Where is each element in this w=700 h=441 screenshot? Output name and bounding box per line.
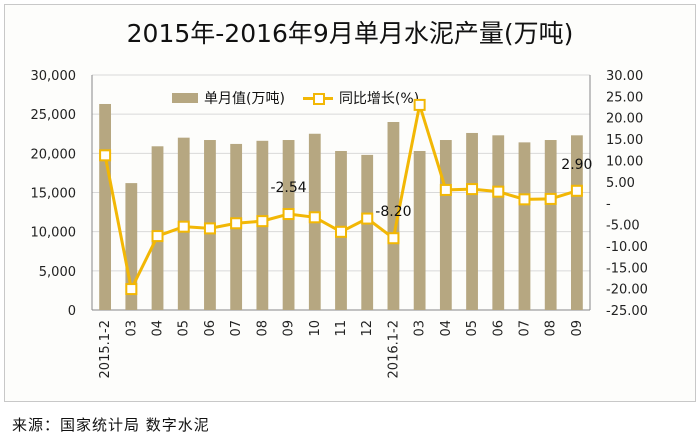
growth-point: [203, 222, 216, 235]
category-label: 08: [544, 320, 559, 337]
category-label: 06: [491, 320, 506, 337]
left-tick-label: 5,000: [39, 265, 76, 280]
legend-bar-swatch: [172, 93, 198, 103]
right-tick-label: 5.00: [606, 176, 635, 191]
growth-point: [518, 193, 531, 206]
right-tick-label: -25.00: [606, 304, 648, 319]
right-tick-label: -20.00: [606, 283, 648, 298]
growth-point: [570, 184, 583, 197]
growth-point: [151, 230, 164, 243]
right-tick-label: 30.00: [606, 69, 643, 84]
data-label: -2.54: [270, 180, 306, 196]
category-label: 05: [465, 320, 480, 337]
growth-point: [177, 220, 190, 233]
category-label: 12: [360, 320, 375, 337]
growth-point: [99, 149, 112, 162]
category-label: 11: [334, 320, 349, 337]
bar: [492, 135, 505, 310]
bar: [413, 150, 426, 310]
category-label: 05: [177, 320, 192, 337]
category-label: 2015.1-2: [98, 320, 113, 378]
bar: [466, 132, 478, 310]
category-label: 09: [282, 320, 297, 337]
growth-point: [413, 98, 426, 111]
growth-point: [256, 215, 269, 228]
bar: [282, 140, 295, 310]
category-label: 06: [203, 320, 218, 337]
category-label: 04: [439, 320, 454, 337]
growth-point: [439, 183, 452, 196]
left-tick-label: 20,000: [31, 147, 77, 162]
growth-point: [492, 185, 505, 198]
right-tick-label: 10.00: [606, 154, 643, 169]
data-label: 2.90: [561, 157, 592, 173]
growth-point: [125, 283, 138, 296]
legend-line-label: 同比增长(%): [338, 91, 420, 107]
bar: [544, 140, 557, 310]
right-tick-label: -15.00: [606, 261, 648, 276]
bar: [151, 146, 164, 310]
bar: [518, 142, 531, 310]
growth-point: [230, 217, 243, 230]
category-label: 07: [517, 320, 532, 337]
data-label: -8.20: [375, 204, 411, 220]
bar: [99, 103, 112, 310]
growth-point: [335, 225, 347, 238]
growth-point: [544, 192, 557, 205]
category-label: 08: [255, 320, 270, 337]
bar: [387, 122, 400, 310]
bar: [439, 140, 452, 310]
legend-line-swatch: [302, 92, 333, 105]
left-tick-label: 15,000: [31, 187, 77, 202]
left-tick-label: 10,000: [31, 226, 77, 241]
right-tick-label: 15.00: [606, 133, 643, 148]
growth-point: [282, 208, 295, 221]
category-label: 03: [413, 320, 428, 337]
left-tick-label: 0: [68, 304, 76, 319]
category-label: 04: [151, 320, 166, 337]
bar: [125, 183, 138, 310]
chart-title: 2015年-2016年9月单月水泥产量(万吨): [126, 19, 574, 48]
bar: [361, 154, 374, 310]
right-tick-label: 20.00: [606, 112, 643, 127]
growth-point: [387, 232, 400, 245]
category-label: 10: [308, 320, 323, 337]
growth-point: [361, 212, 374, 225]
bar: [570, 135, 583, 310]
category-label: 2016.1-2: [386, 320, 401, 378]
category-label: 07: [229, 320, 244, 337]
category-label: 03: [124, 320, 139, 337]
left-tick-label: 30,000: [31, 69, 77, 84]
legend-item-line: 同比增长(%): [302, 88, 420, 108]
right-tick-label: -10.00: [606, 240, 648, 255]
category-label: 09: [570, 320, 585, 337]
right-tick-label: -5.00: [606, 219, 640, 234]
legend-bar-label: 单月值(万吨): [204, 91, 285, 107]
chart-legend: 单月值(万吨) 同比增长(%): [172, 88, 437, 108]
legend-item-bar: 单月值(万吨): [172, 88, 285, 108]
growth-point: [466, 183, 479, 196]
source-note: 来源：国家统计局 数字水泥: [12, 416, 210, 434]
left-tick-label: 25,000: [31, 108, 77, 123]
right-tick-label: 25.00: [606, 90, 643, 105]
right-tick-label: -: [606, 197, 611, 212]
growth-point: [308, 211, 321, 224]
